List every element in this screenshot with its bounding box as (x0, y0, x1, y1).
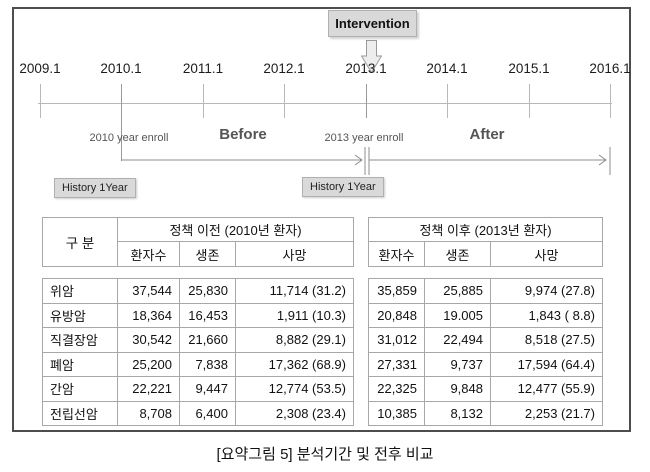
cell: 8,708 (117, 400, 180, 426)
group-header-before: 정책 이전 (2010년 환자) (116, 217, 355, 242)
cell: 2,253 (21.7) (490, 400, 603, 426)
cell: 1,843 ( 8.8) (490, 302, 603, 328)
table-row: 31,012 22,494 8,518 (27.5) (368, 327, 603, 353)
cell: 35,859 (368, 278, 425, 304)
timeline-tick (40, 84, 41, 118)
history-1year-label: History 1Year (62, 182, 128, 194)
cell: 7,838 (179, 351, 236, 377)
cell: 37,544 (117, 278, 180, 304)
follow-up-arrows (121, 147, 611, 175)
cell: 8,882 (29.1) (235, 327, 354, 353)
timeline-year-label: 2016.1 (589, 61, 631, 76)
table-row: 20,848 19.005 1,843 ( 8.8) (368, 302, 603, 328)
before-policy-table-body: 위암 37,544 25,830 11,714 (31.2) 유방암 18,36… (42, 278, 354, 426)
cell: 8,518 (27.5) (490, 327, 603, 353)
timeline-year-label: 2015.1 (508, 61, 550, 76)
intervention-box: Intervention (328, 10, 417, 37)
figure-caption: [요약그림 5] 분석기간 및 전후 비교 (216, 446, 434, 463)
cell: 위암 (42, 278, 118, 304)
cell: 9,737 (424, 351, 491, 377)
after-period-label: After (469, 126, 505, 143)
cell: 직결장암 (42, 327, 118, 353)
col-header-survival: 생존 (179, 241, 236, 267)
enroll-2013-label: 2013 year enroll (324, 132, 404, 144)
history-1year-box-left: History 1Year (54, 178, 136, 198)
cell: 9,848 (424, 376, 491, 402)
table-row: 27,331 9,737 17,594 (64.4) (368, 351, 603, 377)
cell: 전립선암 (42, 400, 118, 426)
cell: 12,774 (53.5) (235, 376, 354, 402)
group-header-after: 정책 이후 (2013년 환자) (367, 217, 604, 242)
before-policy-table-header: 구 분 정책 이전 (2010년 환자) 환자수 생존 사망 (42, 217, 355, 267)
col-header-death: 사망 (489, 241, 604, 267)
cell: 16,453 (179, 302, 236, 328)
enroll-2010-label: 2010 year enroll (89, 132, 169, 144)
table-row: 직결장암 30,542 21,660 8,882 (29.1) (42, 327, 354, 353)
col-header-patients: 환자수 (368, 241, 425, 267)
col-header-death: 사망 (234, 241, 355, 267)
cell: 22,221 (117, 376, 180, 402)
after-policy-table-body: 35,859 25,885 9,974 (27.8) 20,848 19.005… (368, 278, 603, 426)
intervention-label: Intervention (335, 16, 410, 31)
cell: 31,012 (368, 327, 425, 353)
cell: 9,974 (27.8) (490, 278, 603, 304)
cell: 유방암 (42, 302, 118, 328)
table-row: 유방암 18,364 16,453 1,911 (10.3) (42, 302, 354, 328)
cell: 25,830 (179, 278, 236, 304)
timeline-tick (366, 84, 367, 118)
timeline-tick (610, 84, 611, 118)
cell: 17,594 (64.4) (490, 351, 603, 377)
cell: 6,400 (179, 400, 236, 426)
cell: 간암 (42, 376, 118, 402)
cell: 19.005 (424, 302, 491, 328)
timeline-year-label: 2010.1 (100, 61, 142, 76)
cell: 10,385 (368, 400, 425, 426)
timeline-year-label: 2009.1 (19, 61, 61, 76)
cell: 20,848 (368, 302, 425, 328)
cell: 22,325 (368, 376, 425, 402)
table-row: 폐암 25,200 7,838 17,362 (68.9) (42, 351, 354, 377)
timeline-year-label: 2013.1 (345, 61, 387, 76)
cell: 25,200 (117, 351, 180, 377)
timeline-year-label: 2012.1 (263, 61, 305, 76)
cell: 25,885 (424, 278, 491, 304)
timeline-year-label: 2011.1 (182, 61, 224, 76)
cell: 12,477 (55.9) (490, 376, 603, 402)
before-period-label: Before (219, 126, 267, 143)
table-row: 22,325 9,848 12,477 (55.9) (368, 376, 603, 402)
cell: 30,542 (117, 327, 180, 353)
after-policy-table-header: 정책 이후 (2013년 환자) 환자수 생존 사망 (367, 217, 604, 267)
history-1year-box-right: History 1Year (302, 177, 384, 197)
timeline-axis (38, 103, 612, 104)
table-row: 전립선암 8,708 6,400 2,308 (23.4) (42, 400, 354, 426)
cell: 폐암 (42, 351, 118, 377)
table-row: 10,385 8,132 2,253 (21.7) (368, 400, 603, 426)
col-header-survival: 생존 (424, 241, 491, 267)
cell: 11,714 (31.2) (235, 278, 354, 304)
table-row: 위암 37,544 25,830 11,714 (31.2) (42, 278, 354, 304)
cell: 21,660 (179, 327, 236, 353)
history-1year-label: History 1Year (310, 181, 376, 193)
timeline-tick (203, 84, 204, 118)
timeline-tick (529, 84, 530, 118)
intervention-down-arrow-icon (361, 40, 382, 73)
cell: 18,364 (117, 302, 180, 328)
cell: 17,362 (68.9) (235, 351, 354, 377)
timeline-year-label: 2014.1 (426, 61, 468, 76)
timeline-tick (447, 84, 448, 118)
table-row: 35,859 25,885 9,974 (27.8) (368, 278, 603, 304)
cell: 9,447 (179, 376, 236, 402)
cell: 27,331 (368, 351, 425, 377)
cell: 22,494 (424, 327, 491, 353)
cell: 2,308 (23.4) (235, 400, 354, 426)
table-row: 간암 22,221 9,447 12,774 (53.5) (42, 376, 354, 402)
col-header-category: 구 분 (42, 217, 118, 267)
cell: 1,911 (10.3) (235, 302, 354, 328)
cell: 8,132 (424, 400, 491, 426)
col-header-patients: 환자수 (117, 241, 180, 267)
enroll-2010-marker-line (121, 84, 122, 161)
timeline-tick (284, 84, 285, 118)
